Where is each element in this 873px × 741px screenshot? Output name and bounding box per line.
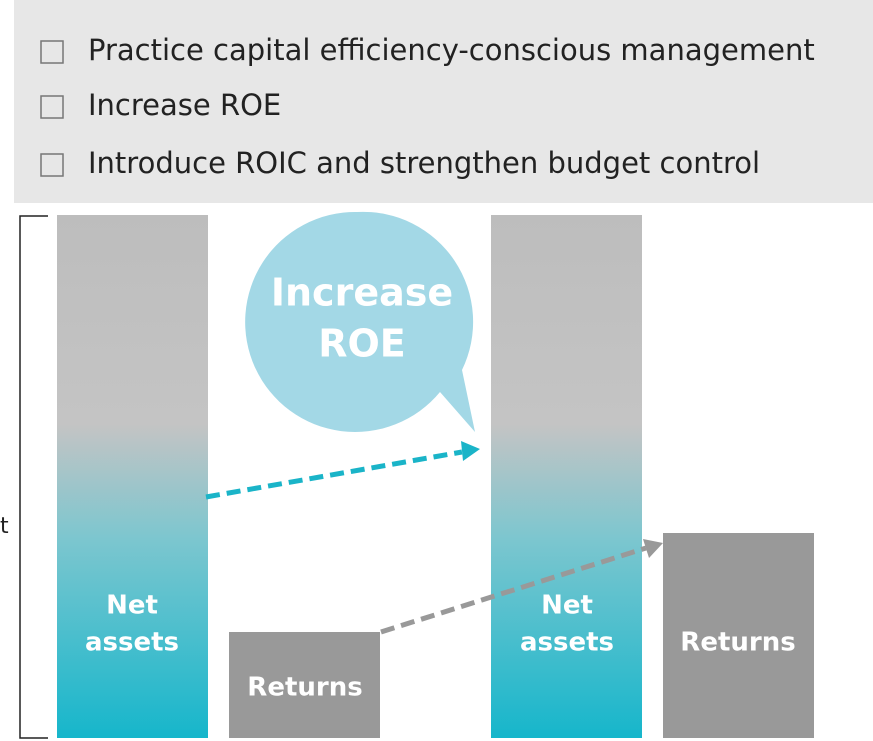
- net-assets-bar: [491, 215, 642, 738]
- arrowhead: [461, 441, 480, 461]
- checkbox: [40, 95, 64, 119]
- checklist-panel: [14, 0, 873, 203]
- bubble-text: Increase: [271, 271, 453, 315]
- returns-box: [663, 533, 814, 738]
- bar-label: Net: [106, 591, 158, 621]
- bubble-text: ROE: [318, 322, 406, 366]
- arrowhead: [643, 539, 663, 558]
- returns-label: Returns: [680, 628, 795, 658]
- bar-label: assets: [85, 628, 179, 658]
- checkbox: [40, 40, 64, 64]
- checkbox: [40, 153, 64, 177]
- bar-label: Net: [541, 591, 593, 621]
- speech-bubble: [245, 211, 475, 432]
- checklist-item: Practice capital efficiency-conscious ma…: [88, 33, 815, 67]
- arrow: [205, 449, 463, 500]
- returns-box: [229, 632, 380, 738]
- net-assets-bar: [57, 215, 208, 738]
- bar-label: assets: [520, 628, 614, 658]
- checklist-item: Introduce ROIC and strengthen budget con…: [88, 146, 760, 180]
- bracket: [19, 215, 48, 739]
- returns-label: Returns: [247, 673, 362, 703]
- arrow: [380, 545, 647, 635]
- bracket-label: t: [0, 514, 9, 539]
- checklist-item: Increase ROE: [88, 88, 281, 122]
